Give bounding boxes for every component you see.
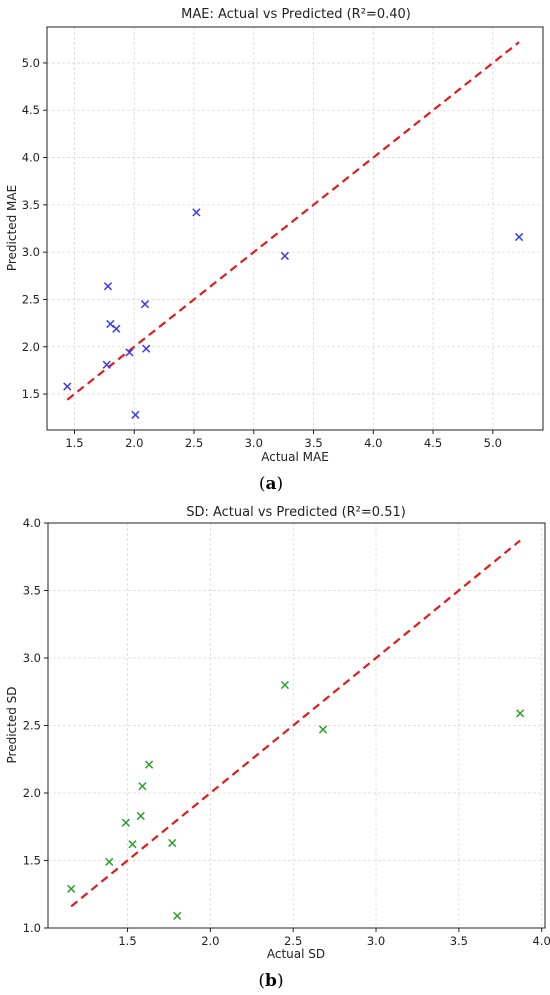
y-tick-label: 2.5: [22, 292, 40, 306]
x-tick-label: 2.5: [284, 934, 302, 948]
data-point: [125, 348, 134, 357]
x-tick-label: 5.0: [484, 436, 502, 450]
chart-title: MAE: Actual vs Predicted (R²=0.40): [181, 7, 411, 22]
y-tick-label: 1.5: [23, 854, 41, 868]
y-axis-label: Predicted SD: [5, 686, 19, 763]
data-point: [136, 811, 145, 821]
x-tick-label: 3.5: [304, 436, 322, 450]
y-tick-label: 1.5: [22, 387, 40, 401]
data-point: [128, 840, 137, 849]
x-tick-label: 4.5: [424, 436, 442, 450]
data-point: [192, 208, 201, 217]
x-tick-label: 1.5: [118, 934, 136, 948]
plot-frame: [46, 26, 544, 431]
y-tick-label: 1.0: [23, 921, 41, 935]
x-tick-label: 4.0: [364, 436, 382, 450]
sd-scatter-panel: SD: Actual vs Predicted (R²=0.51) 1.5 2.0…: [5, 505, 550, 961]
x-tick-label: 3.0: [245, 436, 263, 450]
data-point: [140, 300, 150, 309]
fit-line: [66, 41, 520, 401]
data-point: [105, 857, 114, 866]
y-tick-label: 3.0: [22, 245, 40, 259]
data-point: [102, 360, 111, 369]
data-point: [112, 324, 121, 333]
x-tick-label: 3.0: [367, 934, 385, 948]
y-tick-label: 5.0: [22, 56, 40, 70]
x-axis-label: Actual SD: [267, 947, 325, 961]
x-tick-label: 4.0: [533, 934, 550, 948]
y-tick-label: 4.0: [22, 151, 40, 165]
panel-a-caption: (a): [259, 474, 283, 494]
y-tick-label: 3.0: [23, 651, 41, 665]
mae-scatter-panel: MAE: Actual vs Predicted (R²=0.40) 1.5 2.…: [5, 7, 544, 464]
y-tick-label: 2.0: [23, 786, 41, 800]
y-tick-label: 2.5: [23, 719, 41, 733]
data-point: [142, 344, 151, 353]
data-point: [131, 410, 140, 419]
x-tick-label: 2.0: [125, 436, 143, 450]
data-point: [514, 232, 524, 242]
y-tick-label: 3.5: [23, 584, 41, 598]
fit-line: [70, 539, 521, 908]
x-tick-label: 3.5: [450, 934, 468, 948]
data-point: [67, 884, 76, 893]
y-tick-label: 4.5: [22, 103, 40, 117]
panel-b-caption: (b): [258, 971, 283, 991]
x-tick-label: 2.0: [201, 934, 219, 948]
y-tick-label: 3.5: [22, 198, 40, 212]
data-point: [121, 818, 130, 827]
data-point: [106, 319, 115, 329]
data-point: [318, 725, 328, 734]
x-tick-label: 2.5: [185, 436, 203, 450]
y-axis-label: Predicted MAE: [5, 185, 19, 271]
data-point: [63, 382, 72, 391]
x-axis-label: Actual MAE: [261, 450, 329, 464]
data-point: [144, 760, 154, 769]
data-point: [280, 680, 290, 690]
x-tick-label: 1.5: [65, 436, 83, 450]
data-point: [103, 282, 113, 291]
y-tick-label: 2.0: [22, 340, 40, 354]
data-point: [173, 911, 182, 920]
data-point: [516, 709, 525, 718]
data-point: [280, 251, 289, 261]
data-point: [138, 782, 147, 791]
data-point: [168, 838, 177, 848]
y-tick-label: 4.0: [23, 516, 41, 530]
chart-title: SD: Actual vs Predicted (R²=0.51): [186, 505, 406, 520]
